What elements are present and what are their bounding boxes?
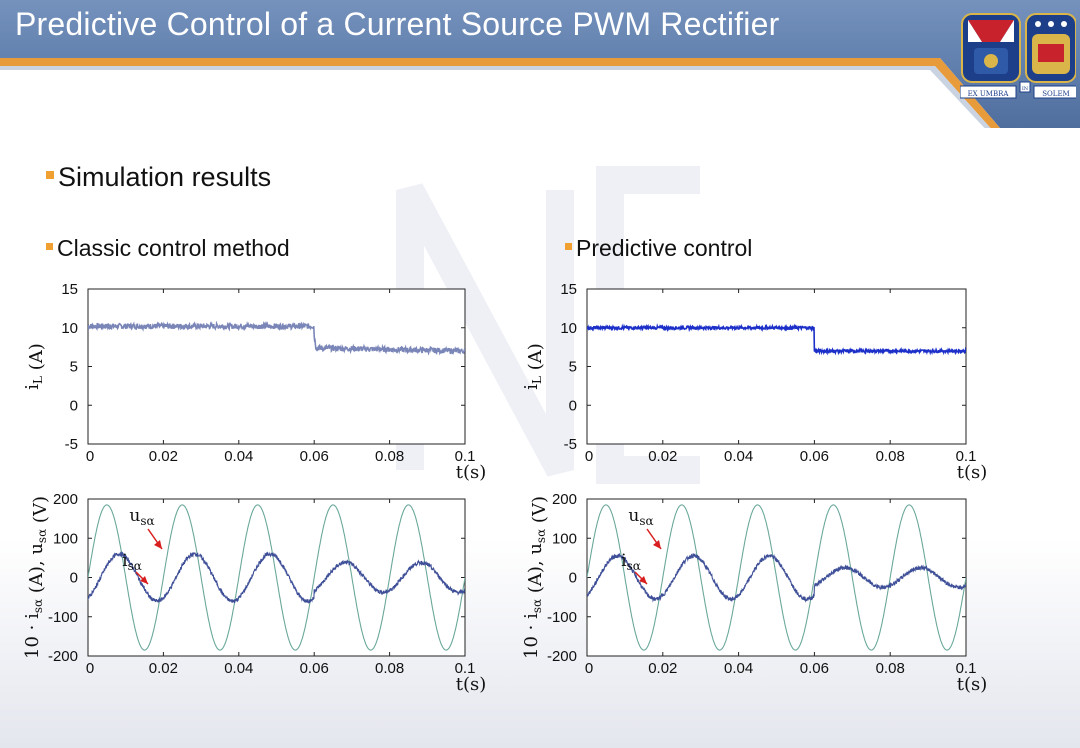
x-tick-label: 0.06 <box>300 448 329 465</box>
annotation-label: isα <box>122 551 142 573</box>
y-tick-label: 0 <box>569 570 577 587</box>
x-tick-label: 0.06 <box>800 660 829 677</box>
x-tick-label: 0.1 <box>455 448 476 465</box>
x-tick-label: 0.06 <box>800 448 829 465</box>
x-axis-label: t(s) <box>456 462 487 483</box>
series-line <box>88 504 465 651</box>
x-tick-label: 0 <box>86 448 94 465</box>
y-tick-label: 5 <box>70 359 78 376</box>
main-bullet-text: Simulation results <box>58 162 272 192</box>
x-tick-label: 0.1 <box>956 448 977 465</box>
y-tick-label: 10 <box>61 320 78 337</box>
x-tick-label: 0 <box>585 660 593 677</box>
x-axis-label: t(s) <box>957 462 988 483</box>
annotation-label: usα <box>129 506 154 528</box>
series-line <box>587 323 966 356</box>
annotation-label: isα <box>621 551 641 573</box>
x-axis-label: t(s) <box>456 674 487 695</box>
bullet-marker <box>565 243 572 251</box>
plot-frame <box>87 288 466 445</box>
x-tick-label: 0.08 <box>375 660 404 677</box>
x-tick-label: 0.04 <box>724 660 753 677</box>
bullet-marker <box>46 170 54 179</box>
x-tick-label: 0.08 <box>375 448 404 465</box>
y-tick-label: -200 <box>547 648 577 665</box>
x-tick-label: 0.04 <box>724 448 753 465</box>
x-tick-label: 0.08 <box>876 660 905 677</box>
arrow-head <box>154 540 162 549</box>
x-tick-label: 0.02 <box>149 448 178 465</box>
y-tick-label: -200 <box>48 648 78 665</box>
y-axis-label: 10 · isα (A), usα (V) <box>22 496 51 659</box>
chart-classic-current: 0 0.02 0.04 0.06 0.08 0.1 15 10 5 0 -5 t(s) iL (A) <box>22 281 486 483</box>
bullet-marker <box>46 243 53 251</box>
y-tick-label: 15 <box>560 281 577 298</box>
x-tick-label: 0 <box>585 448 593 465</box>
arrow-head <box>140 576 148 584</box>
y-tick-label: -100 <box>48 609 78 626</box>
logo-right-label: SOLEM <box>1042 90 1069 98</box>
chart-predictive-current: 0 0.02 0.04 0.06 0.08 0.1 15 10 5 0 -5 t(s) iL (A) <box>521 281 987 483</box>
chart-classic-ac: 0 0.02 0.04 0.06 0.08 0.1 200 100 0 -100 -200 t(s) 1… <box>22 491 486 695</box>
x-tick-label: 0.04 <box>224 660 253 677</box>
y-tick-label: 0 <box>70 570 78 587</box>
x-tick-label: 0.04 <box>224 448 253 465</box>
x-tick-label: 0.1 <box>455 660 476 677</box>
x-tick-label: 0.02 <box>149 660 178 677</box>
right-heading: Predictive control <box>565 235 752 262</box>
y-tick-label: 200 <box>53 491 78 508</box>
main-bullet: Simulation results <box>46 162 271 193</box>
arrow-head <box>653 540 661 549</box>
x-tick-label: 0 <box>86 660 94 677</box>
y-tick-label: 10 <box>560 320 577 337</box>
y-tick-label: -5 <box>65 436 78 453</box>
series-line <box>587 552 966 603</box>
logo-left-label: EX UMBRA <box>968 90 1010 98</box>
series-line <box>88 550 465 604</box>
y-axis-label: iL (A) <box>22 343 47 390</box>
y-tick-label: 200 <box>552 491 577 508</box>
left-heading: Classic control method <box>46 235 290 262</box>
right-heading-text: Predictive control <box>576 235 753 261</box>
x-tick-label: 0.06 <box>300 660 329 677</box>
x-axis-label: t(s) <box>957 674 988 695</box>
arrow-head <box>639 576 647 584</box>
header-bar <box>0 0 1080 128</box>
x-tick-label: 0.1 <box>956 660 977 677</box>
y-axis-label: 10 · isα (A), usα (V) <box>521 496 550 659</box>
series-line <box>587 504 966 651</box>
series-line <box>88 320 465 356</box>
y-tick-label: -100 <box>547 609 577 626</box>
y-tick-label: 15 <box>61 281 78 298</box>
x-tick-label: 0.08 <box>876 448 905 465</box>
y-axis-label: iL (A) <box>521 343 546 390</box>
x-tick-label: 0.02 <box>648 448 677 465</box>
y-tick-label: 100 <box>53 530 78 547</box>
y-tick-label: 0 <box>70 397 78 414</box>
y-tick-label: 100 <box>552 530 577 547</box>
university-logo: EX UMBRA IN SOLEM <box>960 13 1076 99</box>
plot-frame <box>586 288 967 445</box>
chart-predictive-ac: 0 0.02 0.04 0.06 0.08 0.1 200 100 0 -100 -200 t(s) 1… <box>521 491 987 695</box>
x-tick-label: 0.02 <box>648 660 677 677</box>
y-tick-label: 0 <box>569 397 577 414</box>
slide-title: Predictive Control of a Current Source P… <box>15 6 780 42</box>
annotation-label: usα <box>628 506 653 528</box>
y-tick-label: 5 <box>569 359 577 376</box>
y-tick-label: -5 <box>564 436 577 453</box>
left-heading-text: Classic control method <box>57 235 290 261</box>
logo-middle-label: IN <box>1022 86 1029 92</box>
